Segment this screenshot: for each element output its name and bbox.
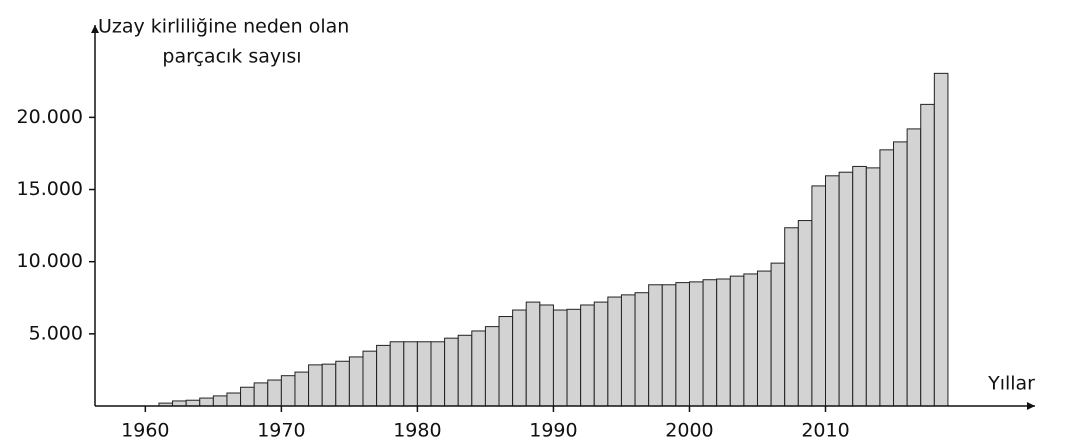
bar xyxy=(716,278,731,407)
bar xyxy=(552,309,568,407)
bar xyxy=(199,397,214,407)
bar xyxy=(838,171,854,407)
x-axis-label: Yıllar xyxy=(987,373,1035,395)
bar xyxy=(933,72,949,407)
bar xyxy=(607,296,622,407)
bar xyxy=(920,103,935,407)
bar xyxy=(648,284,663,407)
bar xyxy=(675,282,690,407)
bar xyxy=(852,165,867,407)
bar xyxy=(688,281,704,407)
bar xyxy=(430,341,446,407)
x-axis-arrow xyxy=(1027,402,1035,410)
y-tick-label: 10.000 xyxy=(17,250,83,272)
bar xyxy=(471,330,486,407)
bar xyxy=(906,128,922,407)
bar xyxy=(226,392,242,407)
bar xyxy=(797,220,813,407)
bar xyxy=(267,379,282,407)
bar xyxy=(620,294,636,407)
bar xyxy=(212,395,228,407)
bar xyxy=(240,386,255,407)
bar xyxy=(172,400,187,407)
bar xyxy=(825,175,840,407)
bar xyxy=(702,279,718,407)
bar xyxy=(416,341,432,407)
bar xyxy=(770,262,786,407)
bar xyxy=(457,334,473,407)
x-tick-label: 2010 xyxy=(801,420,849,442)
bar xyxy=(362,350,378,407)
bar xyxy=(294,371,310,407)
bar xyxy=(321,363,337,407)
y-axis-label: parçacık sayısı xyxy=(162,46,301,68)
bar xyxy=(498,316,514,407)
y-axis-arrow xyxy=(91,25,99,33)
x-tick-label: 2000 xyxy=(665,420,713,442)
bar xyxy=(484,326,500,407)
x-tick-label: 1990 xyxy=(529,420,577,442)
bar xyxy=(729,275,745,407)
bar xyxy=(185,399,201,407)
bar xyxy=(335,360,350,407)
bar xyxy=(743,273,758,407)
bar xyxy=(348,356,364,407)
bar xyxy=(539,304,554,407)
bar xyxy=(756,270,772,407)
bar xyxy=(593,301,609,407)
x-tick-label: 1960 xyxy=(121,420,169,442)
bar xyxy=(376,344,391,407)
bar xyxy=(444,337,459,407)
bar xyxy=(280,375,296,407)
y-tick-label: 5.000 xyxy=(29,322,83,344)
bar xyxy=(566,308,582,407)
bar xyxy=(634,292,650,407)
bar xyxy=(308,364,323,407)
y-axis-label: Uzay kirliliğine neden olan xyxy=(98,16,349,38)
bar xyxy=(865,167,881,407)
bar xyxy=(893,141,908,407)
bar xyxy=(253,382,269,407)
bar xyxy=(661,284,677,407)
bar xyxy=(811,185,827,407)
x-tick-label: 1970 xyxy=(257,420,305,442)
bar xyxy=(580,304,595,407)
bar xyxy=(512,309,527,407)
bar xyxy=(389,341,405,407)
bar xyxy=(525,301,541,407)
bar xyxy=(784,227,799,407)
y-tick-label: 15.000 xyxy=(17,178,83,200)
bar xyxy=(879,149,895,407)
y-tick-label: 20.000 xyxy=(17,106,83,128)
bar xyxy=(403,341,418,407)
x-tick-label: 1980 xyxy=(393,420,441,442)
